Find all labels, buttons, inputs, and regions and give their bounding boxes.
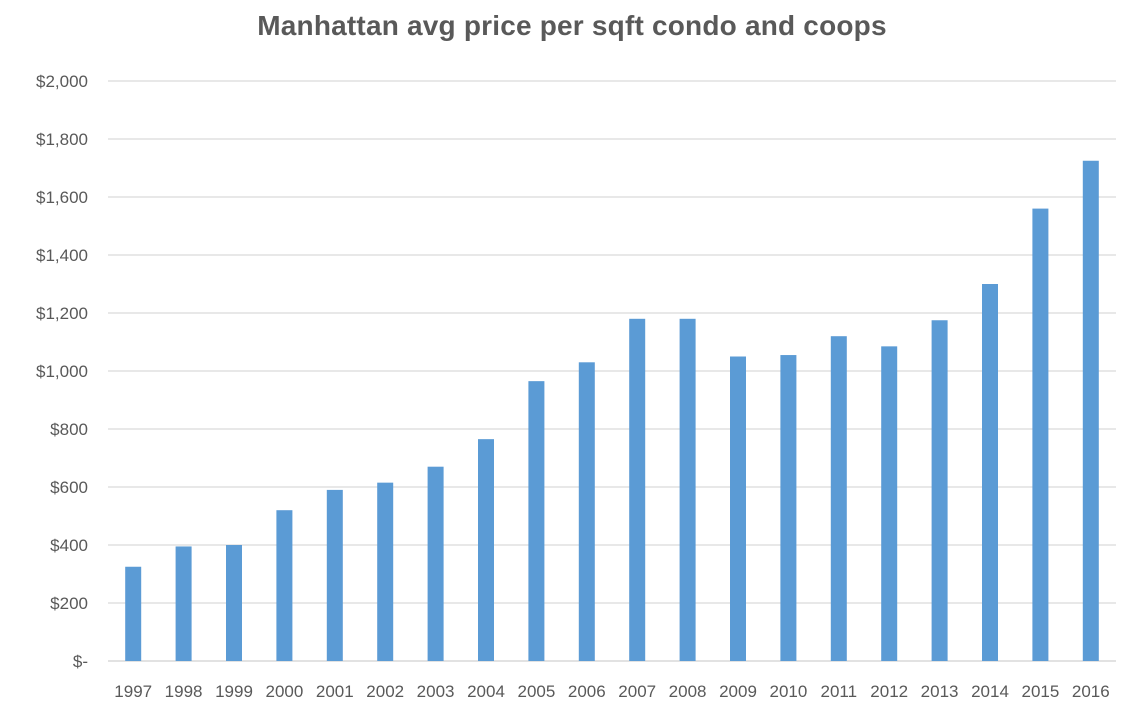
bar-2011 <box>830 336 847 661</box>
bar-2008 <box>679 318 696 661</box>
y-tick-label: $1,800 <box>36 130 88 149</box>
x-tick-label: 2000 <box>265 682 303 701</box>
y-tick-label: $400 <box>50 536 88 555</box>
bar-2003 <box>427 466 444 661</box>
bar-2000 <box>276 510 293 661</box>
x-tick-label: 2014 <box>971 682 1009 701</box>
bar-2016 <box>1082 160 1099 661</box>
bar-2012 <box>881 346 898 661</box>
x-tick-label: 2002 <box>366 682 404 701</box>
x-tick-label: 1998 <box>165 682 203 701</box>
y-tick-label: $1,600 <box>36 188 88 207</box>
bar-1998 <box>175 546 192 661</box>
y-tick-label: $2,000 <box>36 72 88 91</box>
x-tick-label: 1999 <box>215 682 253 701</box>
bar-2004 <box>478 439 494 661</box>
x-tick-label: 2015 <box>1021 682 1059 701</box>
x-tick-label: 1997 <box>114 682 152 701</box>
x-tick-label: 2011 <box>821 682 858 701</box>
y-tick-label: $1,200 <box>36 304 88 323</box>
x-tick-label: 2008 <box>669 682 707 701</box>
bar-2010 <box>780 355 797 661</box>
bar-2009 <box>730 356 746 661</box>
bar-2014 <box>982 284 998 661</box>
bar-2015 <box>1032 208 1049 661</box>
x-tick-label: 2016 <box>1072 682 1110 701</box>
bar-2001 <box>326 489 343 661</box>
bar-1999 <box>226 545 242 661</box>
x-tick-label: 2009 <box>719 682 757 701</box>
y-tick-label: $200 <box>50 594 88 613</box>
x-tick-label: 2012 <box>870 682 908 701</box>
bar-2005 <box>528 381 545 661</box>
bar-2013 <box>931 320 948 661</box>
y-tick-label: $1,400 <box>36 246 88 265</box>
x-tick-label: 2010 <box>769 682 807 701</box>
y-tick-label: $1,000 <box>36 362 88 381</box>
chart-title: Manhattan avg price per sqft condo and c… <box>257 10 887 41</box>
y-tick-label: $800 <box>50 420 88 439</box>
x-tick-label: 2004 <box>467 682 505 701</box>
y-tick-label: $- <box>73 652 88 671</box>
bar-1997 <box>125 566 142 661</box>
x-tick-label: 2006 <box>568 682 606 701</box>
y-tick-label: $600 <box>50 478 88 497</box>
bar-2006 <box>578 362 595 661</box>
x-tick-label: 2005 <box>517 682 555 701</box>
bar-2007 <box>629 318 646 661</box>
x-tick-label: 2003 <box>417 682 455 701</box>
x-tick-label: 2013 <box>921 682 959 701</box>
x-tick-label: 2001 <box>316 682 354 701</box>
bar-2002 <box>377 482 394 661</box>
x-tick-label: 2007 <box>618 682 656 701</box>
